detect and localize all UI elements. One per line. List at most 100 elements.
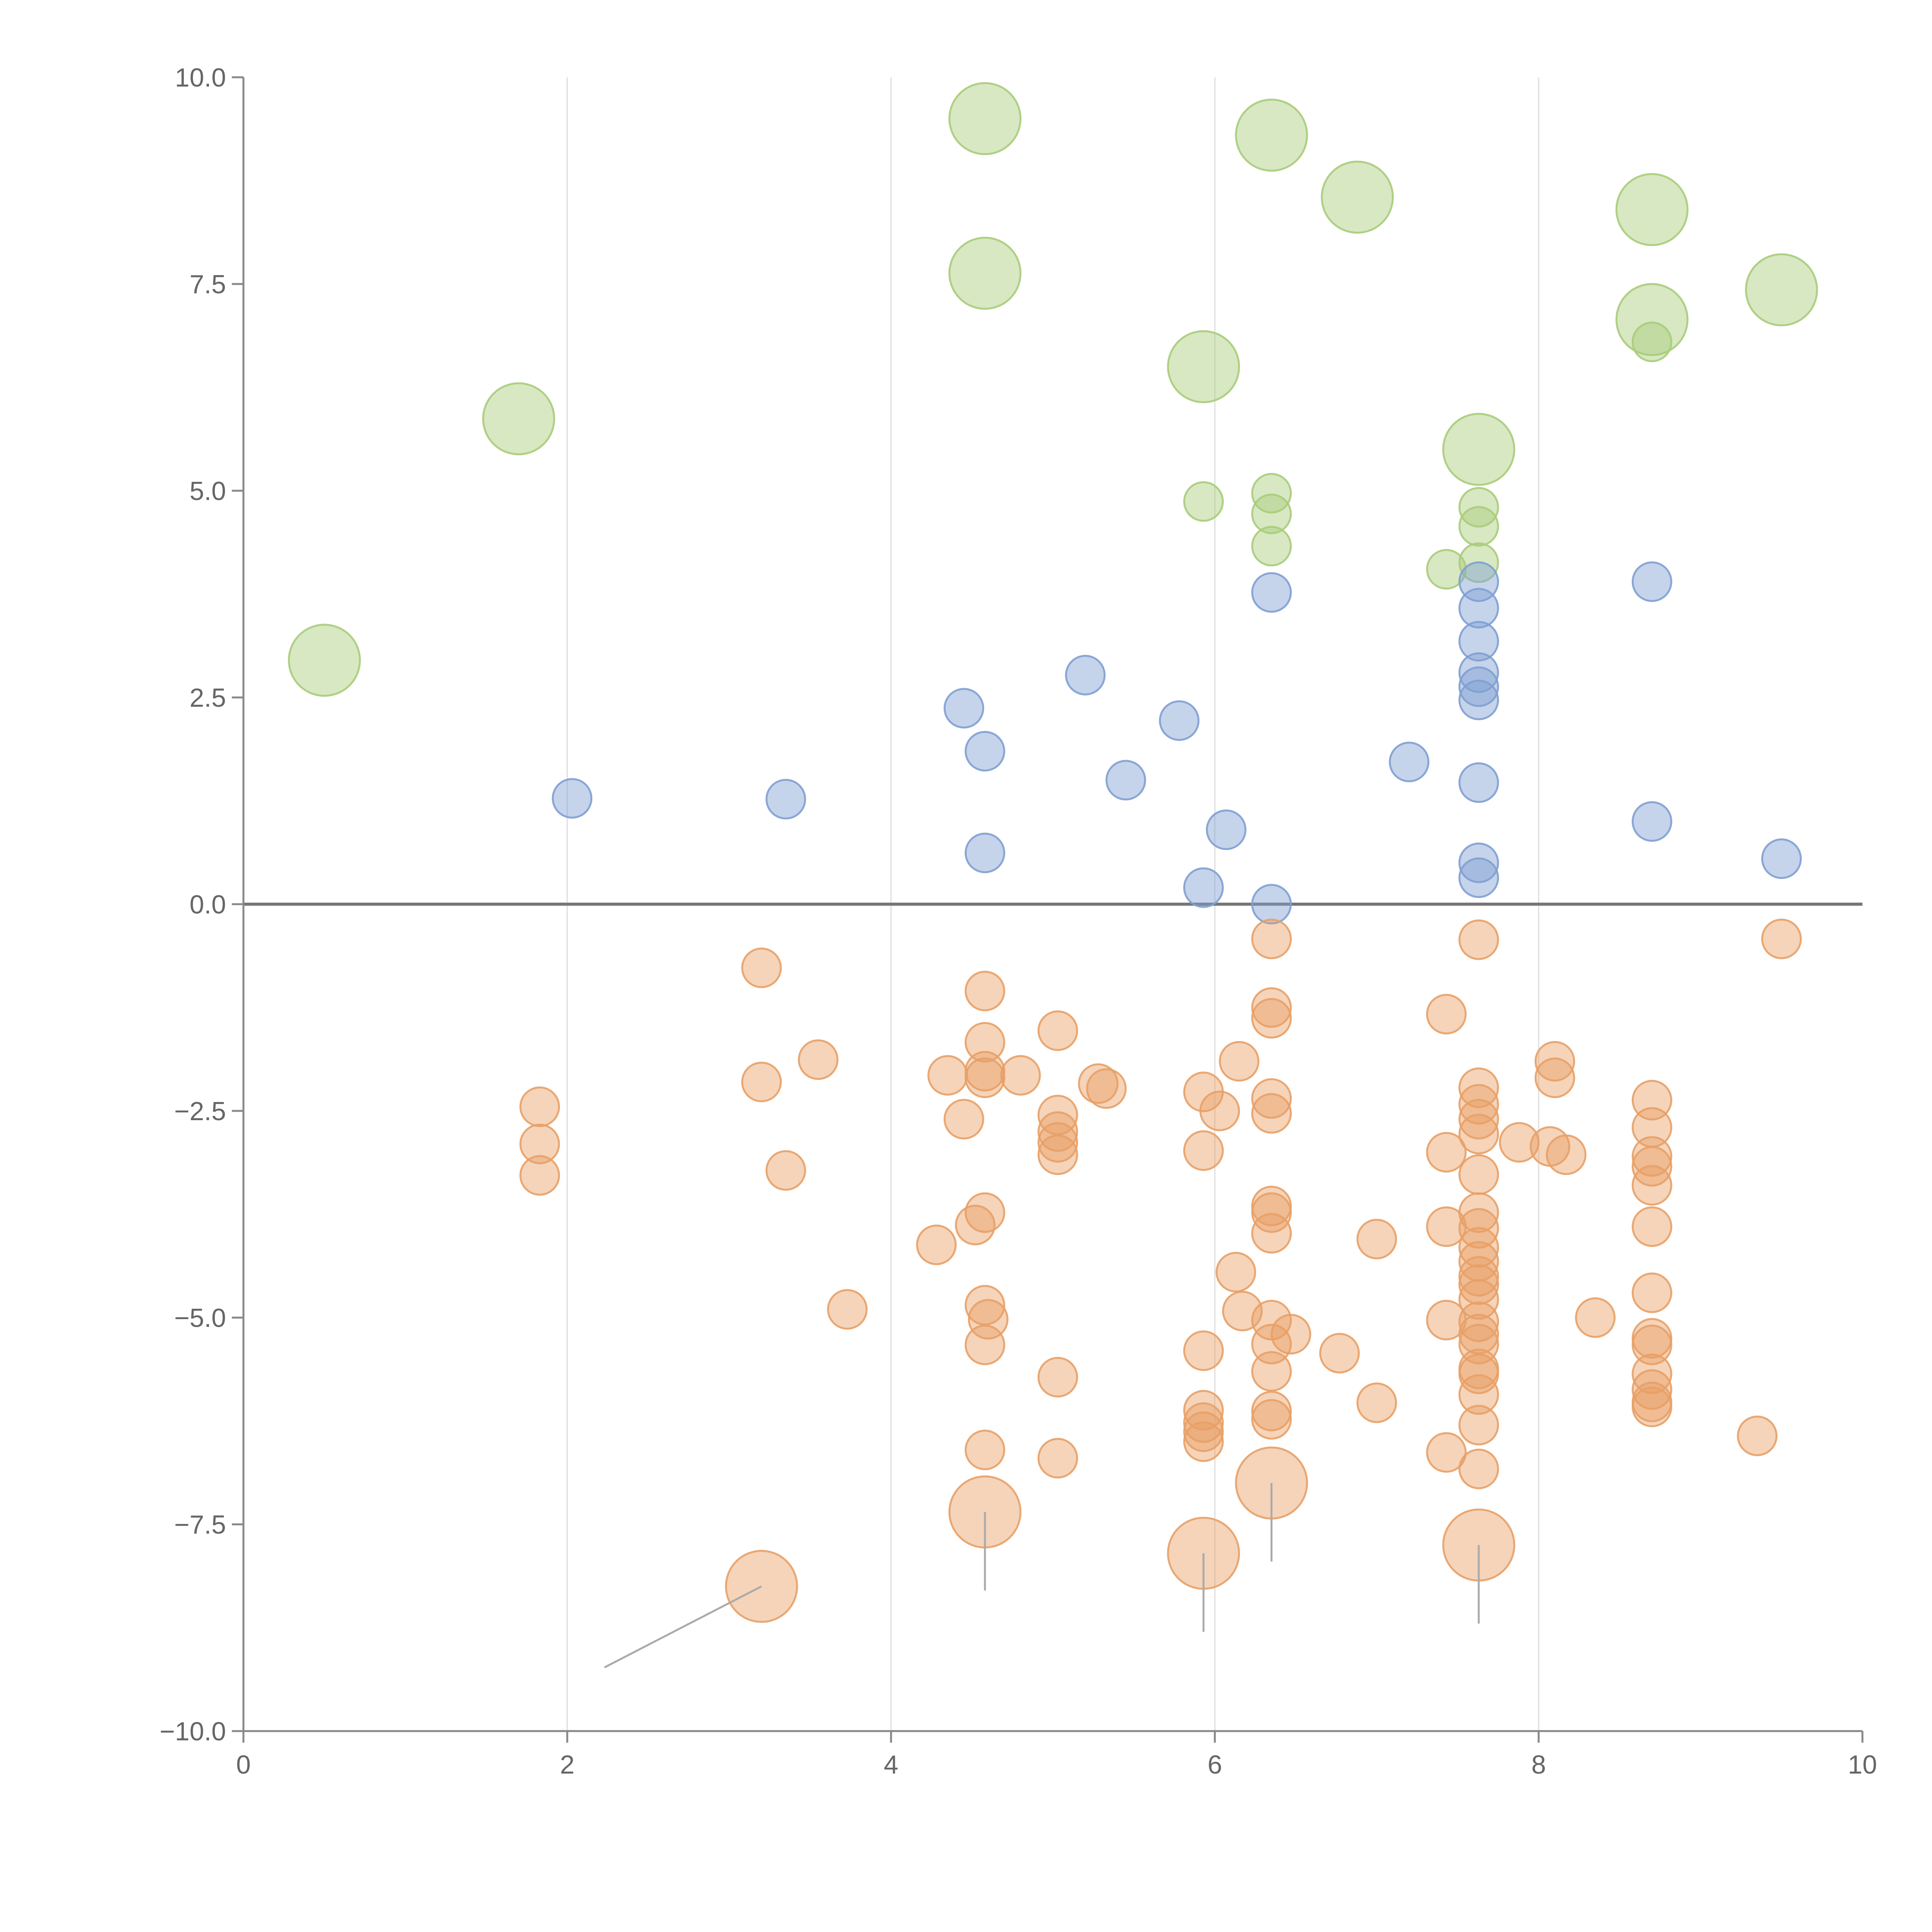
orange-bubble [1458, 1099, 1499, 1139]
green-bubble [1426, 549, 1467, 590]
blue-bubble [1159, 700, 1200, 741]
orange-bubble [1251, 918, 1292, 959]
orange-bubble [1183, 1130, 1224, 1171]
orange-bubble [1546, 1134, 1587, 1175]
blue-bubble [1389, 742, 1430, 782]
blue-bubble [1631, 801, 1672, 842]
leader-line [604, 1585, 762, 1668]
orange-bubble [1458, 1449, 1499, 1490]
orange-bubble [1426, 994, 1467, 1035]
orange-bubble [1458, 1192, 1499, 1233]
orange-bubble [1631, 1272, 1672, 1313]
blue-bubble [1458, 621, 1499, 662]
x-tick-label: 10 [1848, 1750, 1877, 1779]
orange-bubble [1000, 1055, 1041, 1096]
green-bubble [1458, 506, 1499, 547]
orange-bubble [1458, 1154, 1499, 1195]
orange-bubble [1534, 1057, 1575, 1098]
green-bubble [1167, 330, 1240, 403]
orange-bubble [1458, 1084, 1499, 1125]
orange-bubble [1251, 1391, 1292, 1432]
orange-bubble [964, 1192, 1005, 1233]
green-bubble [1321, 160, 1394, 234]
orange-bubble [1458, 919, 1499, 960]
orange-bubble [1458, 1279, 1499, 1320]
y-tick-label: 5.0 [189, 476, 226, 506]
blue-bubble [1105, 760, 1146, 801]
orange-bubble [1534, 1041, 1575, 1082]
orange-bubble [1631, 1325, 1672, 1366]
blue-bubble [1631, 561, 1672, 602]
blue-bubble [1458, 666, 1499, 707]
orange-bubble [1183, 1330, 1224, 1371]
blue-bubble [1183, 867, 1224, 908]
green-bubble [948, 82, 1022, 155]
blue-bubble [1065, 655, 1106, 696]
green-bubble [1183, 481, 1224, 522]
orange-bubble [1458, 1354, 1499, 1395]
y-tick-label: 7.5 [189, 270, 226, 299]
y-tick-label: −2.5 [174, 1097, 226, 1126]
x-tick-label: 4 [884, 1750, 898, 1779]
orange-bubble [1078, 1063, 1119, 1104]
green-bubble [1251, 493, 1292, 534]
y-tick-label: 2.5 [189, 683, 226, 713]
blue-bubble [1761, 838, 1802, 879]
blue-bubble [964, 832, 1005, 873]
green-bubble [1615, 173, 1689, 246]
orange-bubble [519, 1124, 560, 1165]
green-bubble [1251, 526, 1292, 566]
orange-bubble [1319, 1333, 1360, 1374]
blue-bubble [1458, 842, 1499, 883]
blue-bubble [1458, 679, 1499, 720]
orange-bubble [944, 1099, 985, 1139]
orange-bubble [1037, 1122, 1078, 1163]
orange-bubble [1458, 1067, 1499, 1108]
blue-bubble [1458, 762, 1499, 803]
orange-bubble [1426, 1132, 1467, 1173]
blue-bubble [944, 688, 985, 729]
orange-bubble [1631, 1165, 1672, 1206]
y-tick-label: 0.0 [189, 890, 226, 919]
y-tick-label: −5.0 [174, 1303, 226, 1333]
orange-bubble [916, 1225, 957, 1265]
orange-bubble [1270, 1314, 1311, 1355]
green-bubble [1251, 473, 1292, 514]
orange-bubble [1631, 1386, 1672, 1427]
orange-bubble [1356, 1382, 1397, 1423]
orange-bubble [1458, 1256, 1499, 1297]
orange-bubble [1037, 1357, 1078, 1398]
orange-bubble [1458, 1264, 1499, 1305]
orange-bubble [741, 947, 782, 988]
orange-bubble [1426, 1432, 1467, 1473]
x-tick-label: 8 [1531, 1750, 1546, 1779]
orange-bubble [1251, 1078, 1292, 1119]
orange-bubble [1761, 918, 1802, 959]
green-bubble [1442, 413, 1515, 486]
orange-bubble [1631, 1206, 1672, 1247]
orange-bubble [765, 1150, 806, 1191]
orange-bubble [1631, 1369, 1672, 1410]
blue-bubble [1206, 809, 1247, 850]
leader-lines [604, 1483, 1480, 1668]
orange-bubble [1251, 1213, 1292, 1254]
orange-bubble [1458, 1301, 1499, 1342]
orange-bubble [1631, 1354, 1672, 1395]
green-bubble [1631, 321, 1672, 362]
orange-bubble [827, 1289, 868, 1330]
orange-bubble [1458, 1323, 1499, 1364]
orange-bubble [1215, 1252, 1256, 1293]
orange-bubble [1499, 1122, 1540, 1163]
orange-bubble [741, 1061, 782, 1102]
y-tick-label: −7.5 [174, 1510, 226, 1539]
orange-bubble [1458, 1114, 1499, 1155]
orange-bubble [1251, 1093, 1292, 1134]
orange-bubble [1251, 1399, 1292, 1440]
orange-bubble [964, 1022, 1005, 1063]
orange-bubble [1458, 1314, 1499, 1355]
orange-bubble [964, 971, 1005, 1012]
orange-bubble [964, 1285, 1005, 1326]
blue-bubble [1458, 588, 1499, 629]
orange-bubble [1086, 1068, 1127, 1109]
